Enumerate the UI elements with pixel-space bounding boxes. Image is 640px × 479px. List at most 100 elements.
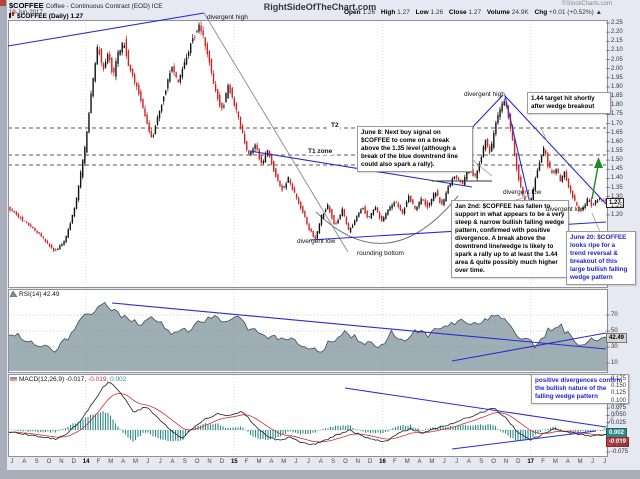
x-axis-month-label: F [244,459,249,465]
note-june8: June 8: Next buy signal on $COFFEE to co… [357,126,473,173]
watermark: RightSideOfTheChart.com [263,2,377,12]
price-tick: 1.35 [611,184,623,191]
x-axis-month-label: M [108,459,114,465]
x-axis-month-label: M [133,459,138,465]
rsi-panel [8,289,608,373]
chart-label-divergent-low: divergent low [297,238,336,245]
macd-tick: 0.150 [611,383,627,390]
price-tick: 1.85 [611,93,623,100]
chart-label-rounding-bottom: rounding bottom [357,250,404,257]
x-axis-month-label: J [10,459,14,465]
macd-tick: 0.175 [611,375,627,382]
bottom-margin [0,470,640,479]
x-axis-month-label: J [590,459,594,465]
x-axis-month-label: A [565,459,570,465]
price-tick: 1.40 [611,175,623,182]
quote-volume: Volume 24.9K [486,9,529,16]
x-axis-month-label: J [294,459,298,465]
x-axis-month-label: M [404,459,410,465]
x-axis-month-label: A [417,459,422,465]
symbol: $COFFEE [9,1,44,10]
macd-signal-badge: -0.019 [606,437,630,447]
price-tick: 1.80 [611,102,623,109]
price-tick: 2.15 [611,38,623,45]
note-positive-divergences: positive divergences confirm the bullish… [531,374,629,405]
quote-row: Open 1.26 High 1.27 Low 1.26 Close 1.27 … [344,9,612,16]
x-axis-month-label: O [46,459,52,465]
x-axis-year-label: 14 [82,459,90,465]
x-axis-month-label: A [269,459,274,465]
x-axis-month-label: D [367,459,373,465]
x-axis-month-label: A [121,459,126,465]
x-axis-month-label: D [219,459,225,465]
quote-close: Close 1.27 [448,9,482,16]
rsi-area-icon [9,290,18,299]
price-tick: 1.75 [611,111,623,118]
macd-legend: MACD(12,26,9) -0.017, -0.019, 0.002 [10,376,126,384]
rsi-tick: 50 [611,328,618,334]
x-axis-month-label: M [256,459,262,465]
price-tick: 2.00 [611,65,623,72]
x-axis-month-label: O [343,459,348,465]
left-margin [0,0,7,479]
x-axis-month-label: F [96,459,101,465]
price-tick: 1.50 [611,157,623,164]
quote-low: Low 1.26 [415,9,444,16]
chart-label-divergent-low: divergent low [546,206,585,213]
rsi-tick: 30 [611,344,618,350]
x-axis-month-label: D [516,459,521,465]
x-axis-month-label: A [318,459,323,465]
macd-tick: 0.100 [611,397,627,404]
price-tick: 1.20 [611,211,623,218]
x-axis-month-label: J [158,459,162,465]
rsi-value-badge: 42.49 [606,333,628,343]
x-axis-year-label: 17 [527,459,535,465]
quote-high: High 1.27 [380,9,410,16]
price-tick: 1.95 [611,74,623,81]
x-axis-month-label: A [170,459,175,465]
price-tick: 1.25 [611,202,623,209]
x-axis-month-label: S [34,459,39,465]
price-tick: 2.20 [611,29,623,36]
macd-panel [8,374,608,457]
symbol-description: Coffee - Continuous Contract (EOD) ICE [45,3,163,10]
price-tick: 1.90 [611,83,623,90]
rsi-tick: 10 [611,360,618,366]
chart-label-divergent-high: divergent high. [464,91,507,98]
x-axis-month-label: M [281,459,287,465]
note-target-hit: 1.44 target hit shortly after wedge brea… [527,92,611,115]
macd-tick: 0.025 [611,419,627,426]
rsi-tick: 70 [611,312,618,318]
x-axis-month-label: M [429,459,435,465]
macd-hist-value: 0.002 [110,376,127,383]
chart-label-t1-zone: T1 zone [307,148,334,155]
macd-tick: -0.050 [611,441,629,448]
price-tick: 1.60 [611,138,623,145]
macd-lines-icon [10,376,17,384]
x-axis-year-label: 16 [379,459,386,465]
macd-value: -0.017, [65,376,87,383]
quote-open: Open 1.26 [344,9,376,16]
price-tick: 1.65 [611,129,623,136]
x-axis-month-label: J [146,459,150,465]
price-tick: 1.70 [611,120,623,127]
note-june20: June 20: $COFFEE looks ripe for a trend … [566,231,636,286]
x-axis-month-label: F [541,459,545,465]
symbol-title: $COFFEE Coffee - Continuous Contract (EO… [9,1,163,10]
x-axis-month-label: J [603,459,607,465]
x-axis-month-label: N [207,459,212,465]
x-axis-month-label: J [306,459,310,465]
price-tick: 2.05 [611,56,623,63]
x-axis-year-label: 15 [230,459,238,465]
x-axis-month-label: M [552,459,558,465]
macd-tick: 0.075 [611,405,627,412]
x-axis-month-label: O [491,459,496,465]
x-axis-month-label: A [466,459,471,465]
price-tick: 2.10 [611,47,623,54]
x-axis-month-label: S [479,459,484,465]
x-axis-month-label: J [455,459,459,465]
chart-label-divergent-high: divergent high [207,14,248,21]
price-tick: 2.25 [611,20,623,26]
price-tick: 1.30 [611,193,623,200]
